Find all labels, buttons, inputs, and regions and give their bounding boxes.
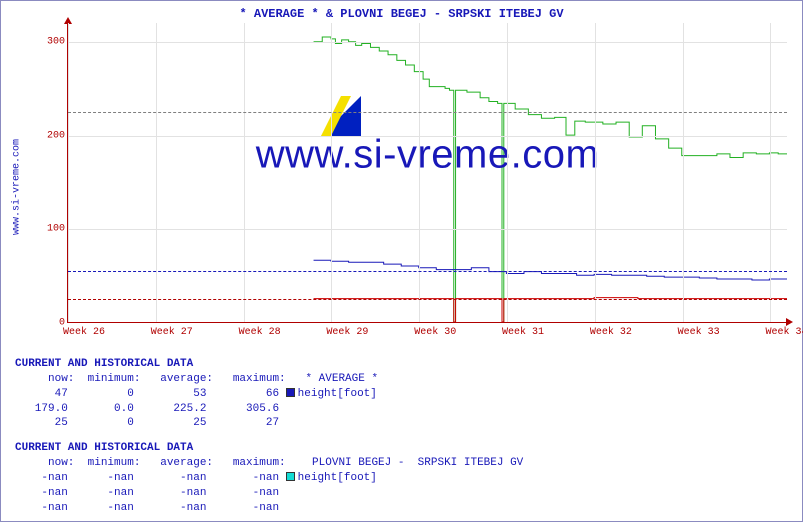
x-axis-arrow-icon [786,318,793,326]
table-row: 179.0 0.0 225.2 305.6 [15,402,785,417]
legend-swatch-icon [286,388,295,397]
data-block-1: CURRENT AND HISTORICAL DATA now: minimum… [15,357,785,431]
watermark-icon [321,96,361,136]
table-row: -nan -nan -nan -nan [15,501,785,516]
chart-frame: * AVERAGE * & PLOVNI BEGEJ - SRPSKI ITEB… [0,0,803,522]
legend-label: height[foot] [298,388,377,400]
data-block-2: CURRENT AND HISTORICAL DATA now: minimum… [15,441,785,515]
block1-header: CURRENT AND HISTORICAL DATA [15,357,785,372]
y-axis-label: www.si-vreme.com [12,139,23,235]
block2-header: CURRENT AND HISTORICAL DATA [15,441,785,456]
table-row: 47 0 53 66 height[foot] [15,387,785,402]
chart-title: * AVERAGE * & PLOVNI BEGEJ - SRPSKI ITEB… [1,1,802,23]
block2-columns: now: minimum: average: maximum: PLOVNI B… [15,456,785,471]
block1-columns: now: minimum: average: maximum: * AVERAG… [15,372,785,387]
legend-swatch-icon [286,472,295,481]
chart-area: www.si-vreme.com www.si-vreme.com 010020… [25,23,793,351]
table-row: 25 0 25 27 [15,416,785,431]
plot-region: www.si-vreme.com [67,23,787,323]
table-row: -nan -nan -nan -nan [15,486,785,501]
watermark-text: www.si-vreme.com [256,132,600,177]
data-tables: CURRENT AND HISTORICAL DATA now: minimum… [15,357,785,515]
table-row: -nan -nan -nan -nan height[foot] [15,471,785,486]
legend-label: height[foot] [298,472,377,484]
